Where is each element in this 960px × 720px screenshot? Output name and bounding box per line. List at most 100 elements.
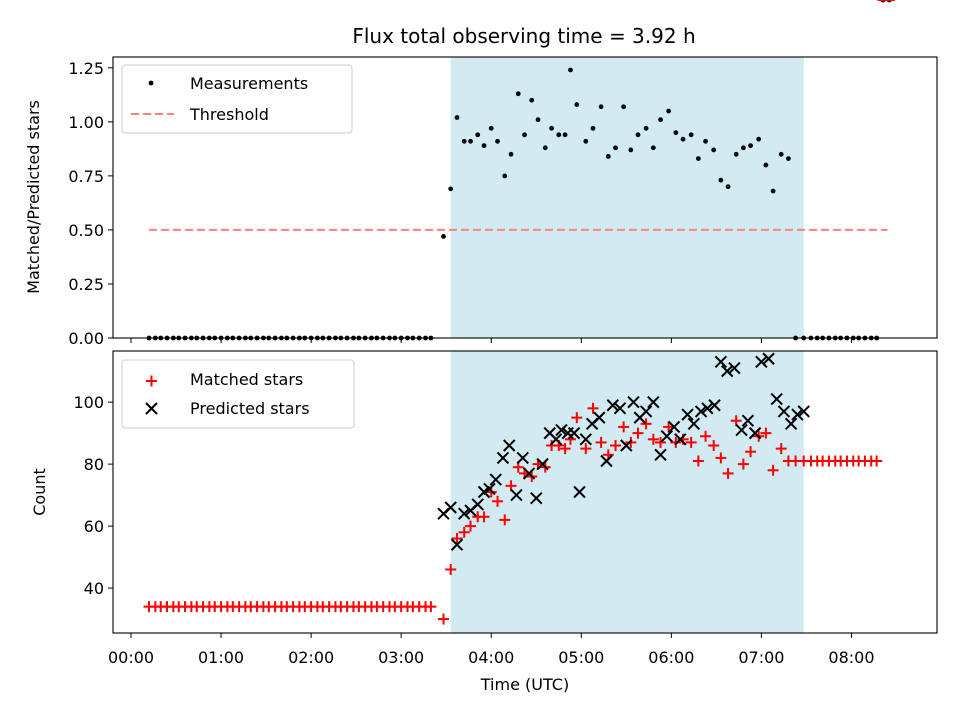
matched-stars-point	[438, 613, 450, 625]
matched-stars-point	[708, 440, 720, 452]
matched-stars-point	[700, 430, 712, 442]
ratio-y-axis-label: Matched/Predicted stars	[24, 100, 43, 294]
count-legend-frame	[121, 359, 355, 429]
predicted-stars-point	[741, 414, 755, 427]
matched-stars-point	[632, 427, 644, 439]
matched-stars-point	[505, 480, 517, 492]
predicted-stars-point	[735, 423, 748, 437]
measurement-point	[621, 104, 627, 110]
matched-stars-point	[775, 443, 787, 455]
measurement-point	[598, 104, 604, 110]
predicted-stars-point	[762, 352, 775, 365]
matched-stars-point	[647, 433, 659, 445]
measurement-point	[725, 184, 731, 190]
measurement-point	[643, 125, 649, 131]
matched-stars-point	[559, 443, 571, 455]
matched-stars-point	[458, 526, 470, 538]
predicted-stars-point	[483, 482, 496, 496]
legend-matched-marker	[146, 375, 157, 387]
matched-stars-point	[425, 601, 437, 613]
measurement-point	[590, 125, 596, 131]
predicted-stars-point	[667, 420, 681, 434]
predicted-stars-point	[687, 417, 701, 431]
predicted-stars-point	[567, 426, 581, 440]
predicted-stars-point	[620, 439, 633, 452]
measurement-point	[515, 91, 521, 97]
predicted-stars-point	[593, 411, 606, 424]
x-tick-label: 00:00	[108, 648, 154, 667]
predicted-stars-point	[694, 405, 708, 418]
predicted-stars-point	[516, 451, 529, 465]
ratio-panel-frame	[112, 56, 938, 339]
measurement-point	[658, 117, 663, 123]
matched-stars-point	[618, 421, 630, 433]
measurement-point	[711, 147, 717, 153]
predicted-stars-point	[791, 408, 804, 421]
measurement-point	[666, 108, 672, 114]
predicted-stars-point	[579, 433, 592, 446]
matched-stars-point	[445, 563, 457, 575]
x-tick-label: 08:00	[828, 648, 874, 667]
observing-window-span	[450, 351, 804, 633]
matched-stars-point	[685, 436, 697, 448]
matched-stars-point	[767, 464, 779, 476]
predicted-stars-point	[450, 538, 464, 551]
y-tick-label: 60	[84, 517, 104, 536]
measurement-point	[542, 145, 548, 151]
y-tick-label: 0.25	[68, 275, 104, 294]
x-tick-label: 05:00	[558, 648, 604, 667]
legend-matched-label: Matched stars	[190, 370, 303, 389]
y-tick-label: 0.75	[68, 167, 104, 186]
chart-title: Flux total observing time = 3.92 h	[352, 24, 695, 48]
predicted-stars-point	[660, 430, 674, 443]
x-tick-label: 01:00	[198, 648, 244, 667]
measurement-point	[628, 147, 634, 153]
matched-stars-point	[499, 514, 511, 526]
x-tick-label: 07:00	[738, 648, 784, 667]
measurement-point	[605, 154, 611, 159]
matched-stars-point	[737, 458, 749, 470]
matched-stars-point	[760, 427, 772, 439]
predicted-stars-point	[536, 457, 549, 471]
ratio-legend: Measurements Threshold	[121, 64, 353, 134]
ratio-panel: 0.00 0.25 0.50 0.75 1.00 1.25 Matched/Predict…	[24, 0, 938, 348]
measurement-point	[488, 125, 494, 131]
x-tick-label: 06:00	[648, 648, 694, 667]
count-legend: Matched stars Predicted stars	[121, 359, 355, 429]
predicted-stars-point	[489, 473, 502, 486]
measurement-point	[733, 151, 739, 157]
measurement-point	[770, 188, 776, 194]
legend-predicted-marker	[145, 402, 158, 415]
matched-stars-point	[571, 412, 583, 424]
x-tick-label: 04:00	[468, 648, 514, 667]
y-tick-label: 80	[84, 455, 104, 474]
y-tick-label: 40	[84, 579, 104, 598]
measurement-point	[583, 138, 589, 144]
matched-stars-point	[745, 446, 757, 458]
matched-stars-point	[722, 467, 734, 479]
predicted-stars-point	[522, 467, 536, 480]
measurement-point	[786, 156, 791, 161]
predicted-stars-point	[714, 355, 728, 369]
matched-stars-point	[640, 418, 652, 430]
y-tick-label: 0.00	[68, 329, 104, 348]
matched-stars-point	[451, 532, 463, 544]
measurement-point	[549, 125, 554, 131]
predicted-stars-point	[555, 423, 568, 437]
measurement-point	[688, 132, 694, 138]
predicted-stars-point	[458, 507, 471, 520]
predicted-stars-point	[471, 498, 484, 511]
count-y-axis-label: Count	[30, 468, 49, 516]
measurement-point	[454, 115, 460, 120]
measurement-point	[763, 162, 769, 168]
predicted-stars-point	[681, 408, 694, 421]
measurement-point	[778, 151, 784, 157]
matched-stars-point	[580, 443, 592, 455]
predicted-stars-point	[627, 395, 640, 409]
predicted-stars-point	[647, 395, 660, 409]
measurement-point	[680, 136, 686, 142]
legend-threshold-label: Threshold	[189, 105, 269, 124]
measurement-point	[756, 136, 762, 142]
predicted-stars-point	[748, 426, 762, 440]
